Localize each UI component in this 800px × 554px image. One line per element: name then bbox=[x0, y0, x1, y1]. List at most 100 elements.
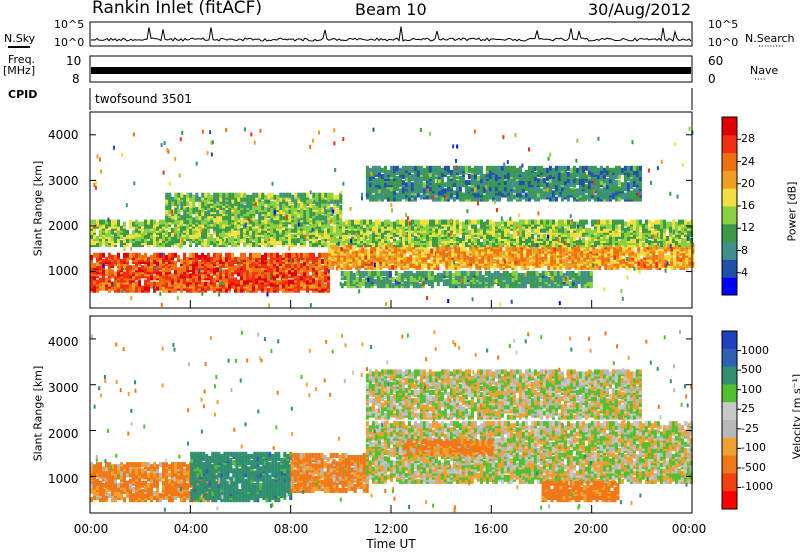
cell bbox=[240, 192, 244, 198]
cell bbox=[231, 252, 234, 258]
cell bbox=[288, 263, 291, 269]
cell bbox=[117, 219, 120, 225]
cell bbox=[425, 174, 429, 179]
cell bbox=[198, 211, 202, 217]
cell bbox=[655, 244, 659, 250]
cell bbox=[96, 236, 99, 241]
cell bbox=[285, 263, 288, 269]
cell bbox=[636, 229, 639, 235]
cell bbox=[198, 271, 201, 277]
cell bbox=[672, 238, 675, 243]
cell bbox=[240, 259, 243, 264]
cpid-value: twofsound 3501 bbox=[95, 92, 192, 106]
cell bbox=[661, 256, 665, 262]
cell bbox=[300, 263, 303, 269]
cell bbox=[231, 215, 235, 221]
cell bbox=[407, 196, 411, 202]
cell bbox=[419, 182, 423, 188]
cell bbox=[452, 190, 456, 196]
cell bbox=[90, 277, 93, 283]
cell bbox=[493, 258, 497, 264]
cell bbox=[624, 236, 627, 241]
cell bbox=[419, 186, 423, 192]
cell bbox=[339, 198, 343, 204]
cell bbox=[240, 279, 243, 285]
cell bbox=[403, 260, 407, 266]
cell bbox=[201, 192, 205, 198]
cell bbox=[153, 227, 156, 233]
cell bbox=[303, 267, 306, 273]
cell bbox=[544, 246, 548, 252]
cell bbox=[603, 219, 606, 225]
cell bbox=[270, 225, 273, 231]
cell bbox=[396, 240, 399, 246]
cell bbox=[487, 256, 491, 262]
cell bbox=[606, 219, 609, 225]
cell bbox=[102, 252, 105, 258]
cell bbox=[463, 256, 467, 262]
cell bbox=[402, 227, 405, 233]
cell bbox=[468, 219, 471, 225]
cell bbox=[444, 223, 447, 229]
cell bbox=[609, 219, 612, 225]
cell bbox=[213, 252, 216, 258]
cell bbox=[579, 231, 582, 237]
cell bbox=[276, 231, 279, 237]
cell bbox=[189, 192, 193, 198]
cell bbox=[234, 192, 238, 198]
cell bbox=[624, 231, 627, 237]
cell bbox=[144, 238, 147, 243]
cell bbox=[345, 229, 348, 235]
cell bbox=[468, 238, 471, 243]
cell bbox=[246, 256, 249, 262]
cell bbox=[374, 178, 378, 184]
cell bbox=[612, 231, 615, 237]
cell bbox=[291, 261, 294, 267]
cell bbox=[171, 227, 174, 233]
cell bbox=[489, 242, 492, 248]
cell bbox=[510, 233, 513, 239]
cell bbox=[477, 219, 480, 225]
cell bbox=[333, 194, 337, 200]
cell bbox=[454, 254, 458, 260]
cell bbox=[618, 231, 621, 237]
cell bbox=[264, 207, 268, 212]
cell bbox=[624, 227, 627, 233]
cell bbox=[549, 229, 552, 235]
noise-strip bbox=[89, 21, 693, 47]
cell bbox=[141, 233, 144, 239]
cell bbox=[471, 227, 474, 233]
cell bbox=[405, 240, 408, 246]
cell bbox=[141, 273, 144, 279]
cell bbox=[369, 223, 372, 229]
cell bbox=[517, 246, 521, 252]
cell bbox=[150, 219, 153, 225]
cell bbox=[294, 207, 298, 212]
cell bbox=[318, 225, 321, 231]
cell bbox=[552, 219, 555, 225]
cell bbox=[481, 254, 485, 260]
cell bbox=[636, 219, 639, 225]
freq-label: Freq. bbox=[8, 53, 36, 66]
cell bbox=[407, 176, 411, 181]
cell bbox=[273, 223, 276, 229]
cell bbox=[147, 256, 150, 262]
cell bbox=[543, 240, 546, 246]
cell bbox=[123, 252, 126, 258]
nave-label: Nave bbox=[750, 64, 779, 77]
cell bbox=[576, 240, 579, 246]
cell bbox=[443, 169, 447, 175]
cell bbox=[174, 192, 178, 198]
cell bbox=[403, 252, 407, 258]
cell bbox=[207, 252, 210, 258]
cell bbox=[438, 223, 441, 229]
cell bbox=[544, 254, 548, 260]
cell bbox=[240, 209, 244, 215]
cell bbox=[414, 236, 417, 241]
cell bbox=[216, 283, 219, 289]
cell bbox=[321, 271, 324, 277]
cell bbox=[673, 250, 677, 256]
cell bbox=[165, 229, 168, 235]
cell bbox=[186, 261, 189, 267]
